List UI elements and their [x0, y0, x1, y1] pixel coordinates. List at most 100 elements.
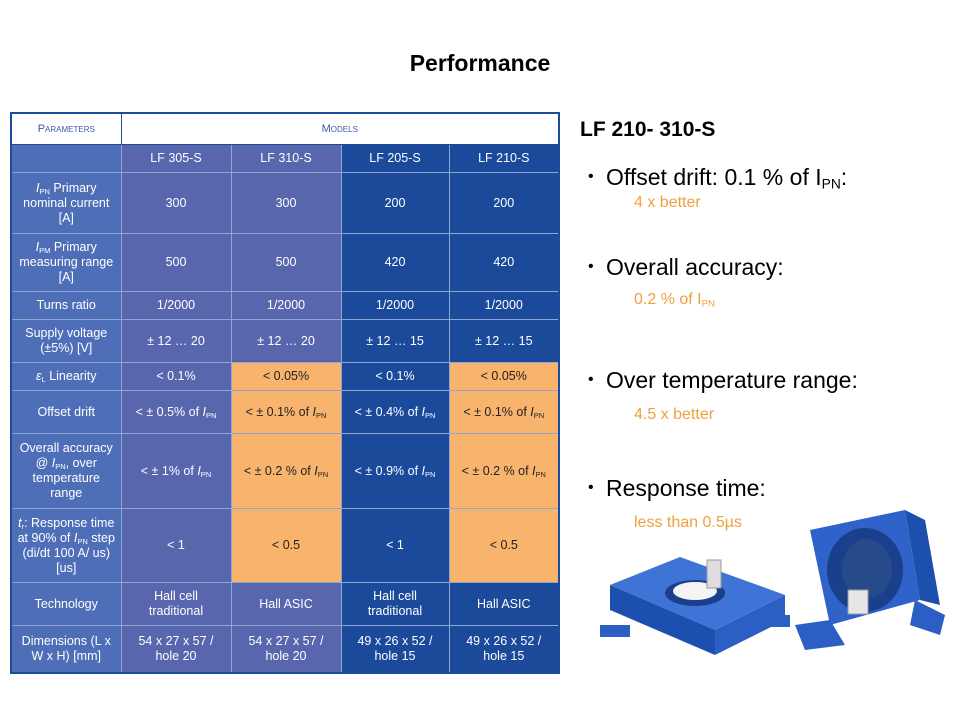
text: ± 12 … 20: [147, 333, 205, 348]
parameter-cell: Turns ratio: [10, 291, 122, 320]
header-cell: Parameters: [10, 112, 122, 145]
value-cell: < ± 0.2 % of IPN: [448, 433, 560, 509]
text: 1/2000: [266, 298, 306, 312]
text: < 0.05%: [262, 369, 310, 383]
text: < 0.5: [271, 538, 301, 552]
symbol: ε: [36, 369, 42, 383]
table-row: Supply voltage (±5%) [V] ± 12 … 20 ± 12 … …: [10, 319, 560, 363]
text: Linearity: [45, 369, 97, 383]
value-cell: 54 x 27 x 57 / hole 20: [120, 625, 232, 673]
value-cell: 500: [230, 233, 342, 292]
text: , over temperature range: [32, 456, 100, 500]
parameter-cell: IPM Primary measuring range [A]: [10, 233, 122, 292]
bullet-dot: •: [588, 371, 594, 388]
subscript: PM: [39, 245, 51, 255]
bullet-dot: •: [588, 168, 594, 185]
value-cell: 54 x 27 x 57 / hole 20: [230, 625, 342, 673]
text: < 0.1%: [156, 369, 196, 383]
value-cell: < ± 0.2 % of IPN: [230, 433, 342, 509]
bullet-note: 4.5 x better: [634, 406, 714, 424]
value-cell: LF 305-S: [120, 144, 232, 173]
subscript: PN: [425, 469, 436, 479]
product-photos: [600, 510, 945, 655]
value-cell: LF 205-S: [340, 144, 450, 173]
text: 1/2000: [156, 298, 196, 312]
symbol: I: [312, 404, 317, 419]
text: 420: [384, 255, 406, 269]
text: Over temperature range:: [606, 367, 858, 393]
subscript: PN: [701, 298, 715, 310]
value-cell: < ± 0.9% of IPN: [340, 433, 450, 509]
value-cell: ± 12 … 20: [120, 319, 232, 363]
sensor-right: [795, 510, 945, 650]
text: Overall accuracy:: [606, 254, 784, 280]
text: LF 205-S: [369, 151, 421, 165]
subscript: PN: [206, 410, 217, 420]
symbol: I: [530, 404, 534, 419]
subscript: PN: [39, 186, 50, 196]
table-row: Turns ratio 1/2000 1/2000 1/2000 1/2000: [10, 291, 560, 320]
value-cell: 49 x 26 x 52 / hole 15: [448, 625, 560, 673]
text: less than 0.5µs: [634, 514, 742, 531]
value-cell: < 0.5: [230, 508, 342, 583]
subscript: PN: [317, 469, 329, 479]
subscript: PN: [77, 536, 88, 546]
value-cell: < 0.05%: [448, 362, 560, 391]
value-cell: < 1: [340, 508, 450, 583]
parameter-cell: IPN Primary nominal current [A]: [10, 172, 122, 234]
subscript: PN: [821, 176, 841, 192]
symbol: I: [73, 530, 78, 545]
text: Primary nominal current [A]: [23, 180, 110, 225]
table-row: LF 305-S LF 310-S LF 205-S LF 210-S: [10, 144, 560, 173]
value-cell: Hall ASIC: [230, 582, 342, 626]
text: Primary measuring range [A]: [19, 240, 114, 284]
text: ± 12 … 15: [474, 333, 533, 348]
value-cell: 200: [448, 172, 560, 234]
value-cell: < 1: [120, 508, 232, 583]
table-row: Offset drift < ± 0.5% of IPN < ± 0.1% of I…: [10, 390, 560, 434]
sensor-left: [600, 557, 790, 655]
text: ± 12 … 15: [366, 333, 424, 348]
value-cell: LF 210-S: [448, 144, 560, 173]
symbol: I: [421, 463, 426, 478]
text: Technology: [34, 596, 98, 611]
value-cell: 1/2000: [120, 291, 232, 320]
text: :: [840, 164, 848, 190]
text: 500: [165, 255, 187, 269]
value-cell: < ± 0.4% of IPN: [340, 390, 450, 434]
text: Models: [321, 122, 358, 135]
text: 4 x better: [634, 194, 701, 211]
symbol: I: [35, 240, 40, 254]
text: LF 305-S: [150, 151, 202, 165]
table-body: Parameters Models LF 305-S LF 310-S LF 205-S…: [10, 112, 560, 673]
text: LF 210-S: [478, 151, 530, 165]
table-row: IPM Primary measuring range [A] 500 500 420…: [10, 233, 560, 292]
text: 54 x 27 x 57 / hole 20: [138, 633, 214, 663]
text: Hall ASIC: [477, 596, 531, 611]
table-row: tr: Response time at 90% of IPN step (di…: [10, 508, 560, 583]
text: < ± 1% of: [140, 463, 198, 478]
symbol: I: [51, 456, 56, 470]
text: < 1: [167, 538, 185, 552]
symbol: I: [314, 463, 318, 478]
subscript: PN: [55, 461, 66, 471]
subscript: PN: [200, 469, 212, 479]
text: < ± 0.4% of: [354, 404, 422, 419]
symbol: I: [421, 404, 426, 419]
value-cell: ± 12 … 15: [448, 319, 560, 363]
parameter-cell: εL Linearity: [10, 362, 122, 391]
subscript: r: [21, 521, 25, 531]
text: Offset drift: [37, 404, 95, 419]
text: Hall ASIC: [259, 596, 313, 611]
value-cell: ± 12 … 15: [340, 319, 450, 363]
value-cell: 300: [120, 172, 232, 234]
table-row: Overall accuracy @ IPN, over temperature…: [10, 433, 560, 509]
text: 4.5 x better: [634, 406, 715, 423]
text: < ± 0.9% of: [354, 463, 422, 478]
value-cell: < ± 0.1% of IPN: [448, 390, 560, 434]
value-cell: 1/2000: [448, 291, 560, 320]
value-cell: < 0.1%: [120, 362, 232, 391]
value-cell: < 0.1%: [340, 362, 450, 391]
text: < 0.05%: [480, 369, 527, 383]
